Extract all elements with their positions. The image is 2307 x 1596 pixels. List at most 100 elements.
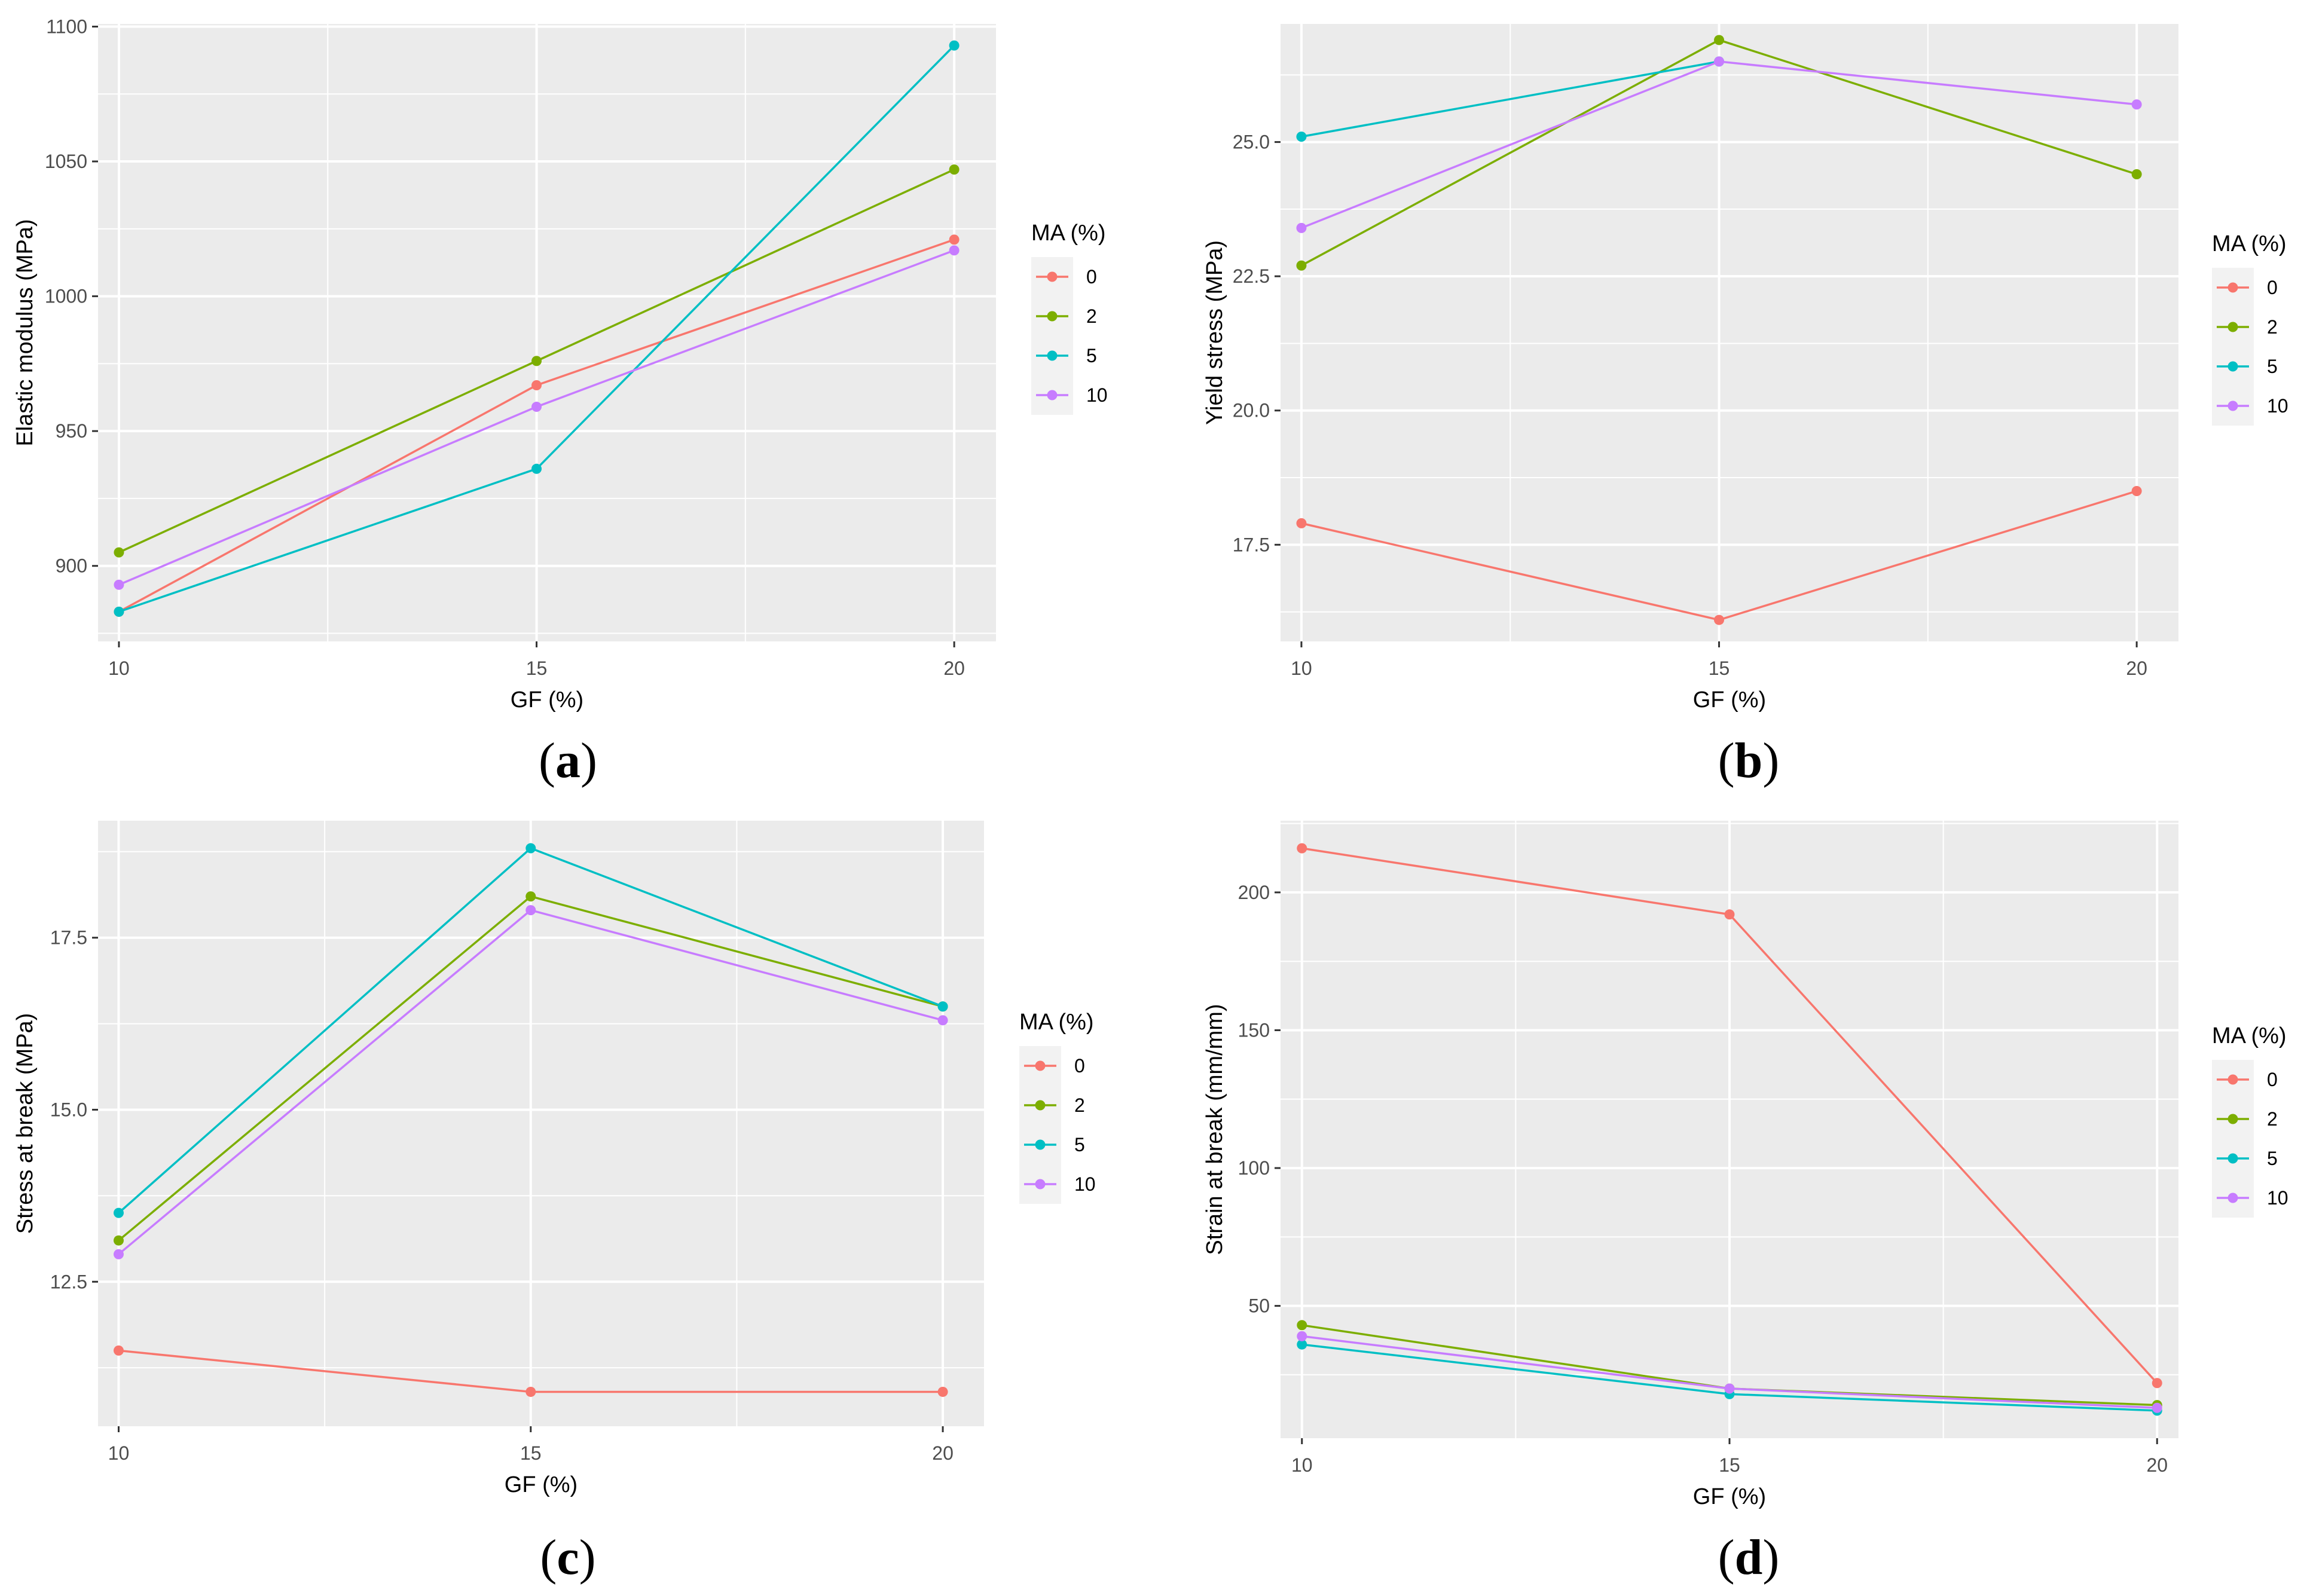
legend-title: MA (%) [2212,231,2287,256]
legend-label: 5 [2267,1148,2278,1169]
y-tick-label: 12.5 [50,1271,87,1292]
caption-open-paren: ( [540,1530,557,1585]
data-point-2 [1714,35,1725,45]
legend-label: 10 [1074,1173,1096,1195]
data-point-5 [114,606,124,617]
x-axis-title: GF (%) [511,687,583,713]
y-tick-label: 1050 [45,151,87,172]
legend-label: 2 [1074,1094,1085,1116]
data-point-5 [525,843,536,854]
data-point-2 [2131,169,2142,180]
legend-key-background [2212,268,2254,426]
legend-key-point [1035,1179,1046,1190]
x-tick-label: 10 [1291,658,1312,679]
data-point-10 [531,402,542,412]
data-point-10 [1297,1331,1307,1341]
legend-label: 5 [2267,356,2278,377]
x-tick-label: 15 [1709,658,1730,679]
legend-key-point [2227,322,2238,332]
y-tick-label: 20.0 [1233,400,1270,421]
legend-title: MA (%) [1031,221,1106,246]
legend-title: MA (%) [1019,1010,1094,1035]
caption-close-paren: ) [579,1530,596,1585]
y-tick-label: 15.0 [50,1099,87,1120]
y-tick-label: 25.0 [1233,132,1270,153]
legend-label: 10 [2267,395,2288,417]
legend-label: 2 [1086,305,1097,327]
y-tick-label: 150 [1238,1019,1270,1041]
data-point-0 [531,380,542,390]
data-point-5 [113,1207,124,1218]
panel-caption: (b) [1718,733,1780,788]
legend-key-point [2227,1114,2238,1124]
legend-key-background [1031,257,1073,415]
legend-key-point [1047,271,1058,282]
caption-letter: d [1735,1530,1763,1585]
legend-key-point [1035,1100,1046,1111]
legend-label: 10 [1086,384,1108,406]
x-axis-title: GF (%) [1693,1484,1766,1509]
data-point-10 [1724,1383,1735,1394]
data-point-5 [1296,132,1307,142]
legend-key-background [2212,1060,2254,1218]
caption-letter: a [555,733,580,788]
x-tick-label: 20 [2146,1454,2168,1476]
caption-close-paren: ) [1762,1530,1779,1585]
plot-background [98,821,984,1426]
panel-caption: (a) [539,733,597,788]
y-tick-label: 17.5 [1233,534,1270,555]
x-tick-label: 10 [108,658,130,679]
x-axis-title: GF (%) [505,1472,577,1497]
legend-label: 0 [1074,1055,1085,1077]
caption-open-paren: ( [1718,1530,1735,1585]
data-point-2 [949,164,960,175]
y-axis-title: Strain at break (mm/mm) [1202,1004,1227,1255]
data-point-0 [2131,485,2142,496]
y-tick-label: 900 [56,555,87,577]
caption-open-paren: ( [539,733,555,788]
x-tick-label: 15 [1719,1454,1740,1476]
data-point-2 [531,356,542,366]
legend-label: 2 [2267,1108,2278,1130]
data-point-0 [1724,909,1735,920]
legend-key-point [1035,1139,1046,1150]
data-point-5 [531,463,542,474]
y-tick-label: 100 [1238,1157,1270,1179]
legend-key-point [1047,311,1058,322]
x-tick-label: 15 [526,658,548,679]
legend-label: 2 [2267,316,2278,338]
x-tick-label: 10 [1291,1454,1313,1476]
x-tick-label: 10 [108,1442,130,1464]
y-tick-label: 1100 [46,16,87,38]
legend-key-point [1035,1060,1046,1071]
caption-letter: b [1735,733,1763,788]
panel-caption: (c) [540,1530,595,1585]
legend-key-point [2227,1153,2238,1164]
data-point-0 [949,234,960,245]
caption-open-paren: ( [1718,733,1735,788]
x-tick-label: 15 [520,1442,542,1464]
data-point-10 [114,579,124,590]
data-point-10 [113,1249,124,1259]
y-tick-label: 17.5 [50,927,87,949]
data-point-2 [1297,1320,1307,1331]
y-tick-label: 50 [1248,1295,1270,1317]
legend-key-point [2227,400,2238,411]
data-point-0 [113,1345,124,1356]
x-axis-title: GF (%) [1693,687,1766,713]
data-point-0 [1297,843,1307,854]
y-axis-title: Stress at break (MPa) [13,1013,38,1234]
data-point-2 [525,891,536,902]
data-point-0 [2152,1378,2162,1389]
plot-background [98,24,996,641]
data-point-2 [114,547,124,558]
x-tick-label: 20 [2126,658,2147,679]
data-point-0 [1296,518,1307,528]
y-tick-label: 1000 [45,286,87,307]
legend-key-point [1047,390,1058,400]
